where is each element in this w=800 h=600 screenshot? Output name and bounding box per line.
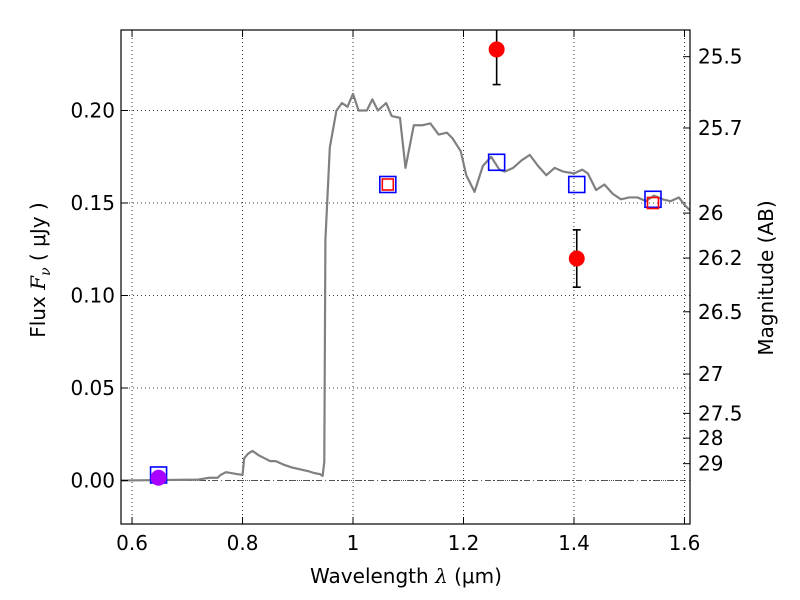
magnitude-tick-label: 26 <box>698 201 723 225</box>
magnitude-tick-label: 26.5 <box>698 300 743 324</box>
x-axis-symbol: λ <box>434 564 448 588</box>
magnitude-tick-label: 28 <box>698 426 723 450</box>
y-axis-unit-close: ) <box>26 202 50 210</box>
y-axis-title-text: Flux <box>26 296 50 338</box>
x-tick-label: 0.8 <box>227 531 259 555</box>
x-axis-title-text: Wavelength <box>310 564 429 588</box>
x-tick-label: 0.6 <box>116 531 148 555</box>
x-axis-unit: μm <box>462 564 494 588</box>
x-tick-label: 1.6 <box>669 531 701 555</box>
y-tick-label: 0.10 <box>70 284 115 308</box>
x-axis-title: Wavelength λ (μm) <box>310 564 502 588</box>
grid <box>121 30 690 524</box>
magnitude-tick-label: 29 <box>698 452 723 476</box>
model-photometry-marker <box>379 175 397 194</box>
x-tick-label: 1.4 <box>558 531 590 555</box>
magnitude-tick-label: 25.7 <box>698 116 743 140</box>
y-tick-label: 0.15 <box>70 191 115 215</box>
magnitude-tick-label: 27 <box>698 362 723 386</box>
x-axis-unit-close: ) <box>494 564 502 588</box>
y-axis-symbol: F <box>26 275 50 291</box>
observed-photometry-marker <box>568 250 585 267</box>
y-tick-label: 0.20 <box>70 98 115 122</box>
tick-labels: 0.6 0.8 1 1.2 1.4 1.6 0.00 0.05 0.10 0.15 0.20 25.5… <box>70 45 742 555</box>
y-axis-title: Flux Fν ( μJy ) <box>26 202 54 338</box>
model-photometry-marker <box>487 153 506 172</box>
magnitude-tick-label: 25.5 <box>698 45 743 69</box>
plot-area <box>121 30 690 486</box>
model-sed-line <box>121 92 690 482</box>
plot-frame <box>120 29 691 525</box>
y-tick-label: 0.00 <box>70 469 115 493</box>
magnitude-tick-label: 26.2 <box>698 246 743 270</box>
x-axis-unit-open: ( <box>454 564 462 588</box>
x-tick-label: 1.2 <box>448 531 480 555</box>
model-photometry-marker <box>567 175 586 194</box>
observed-photometry-marker <box>381 178 395 191</box>
y-axis-subscript: ν <box>38 267 54 276</box>
axes <box>120 29 691 525</box>
magnitude-axis-title: Magnitude (AB) <box>754 200 778 355</box>
observed-photometry-marker <box>150 469 167 486</box>
y-axis-unit-open: ( <box>26 253 50 261</box>
observed-photometry-marker <box>488 41 505 58</box>
y-tick-label: 0.05 <box>70 376 115 400</box>
y-axis-unit: μJy <box>26 216 50 247</box>
magnitude-tick-label: 27.5 <box>698 401 743 425</box>
x-tick-label: 1 <box>347 531 360 555</box>
observed-photometry-marker <box>646 196 660 210</box>
model-photometry-marker <box>644 190 662 209</box>
